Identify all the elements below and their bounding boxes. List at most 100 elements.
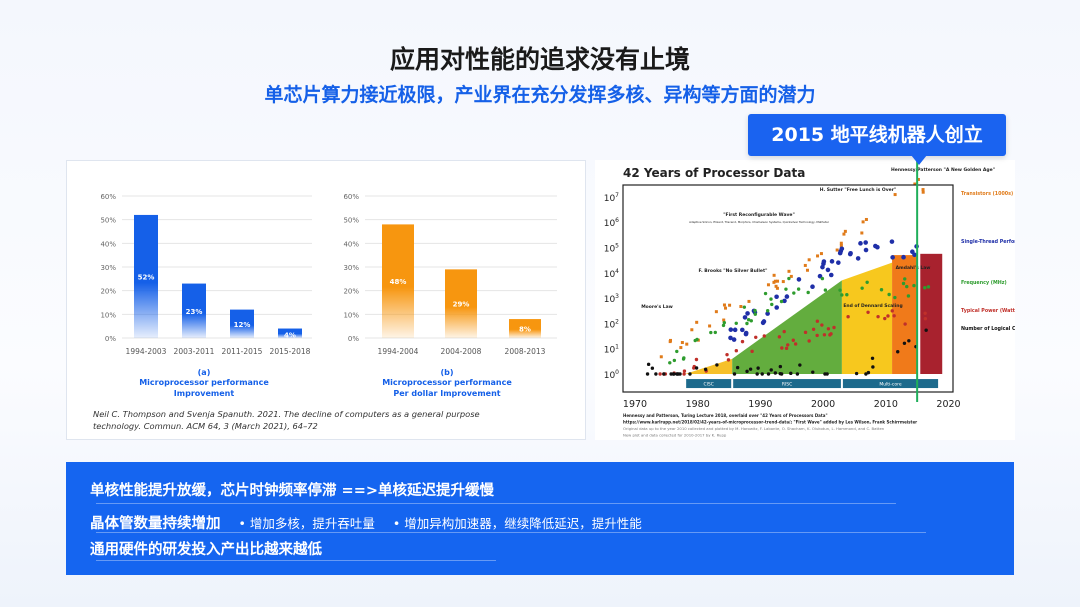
data-point [769, 368, 773, 372]
data-point [745, 321, 749, 326]
data-point [672, 372, 676, 376]
data-point [923, 285, 927, 290]
summary-row-2-text: 晶体管数量持续增加 [90, 516, 221, 532]
data-point [688, 372, 692, 376]
x-tick-label: 2011-2015 [222, 347, 263, 356]
callout-pointer [911, 155, 927, 165]
bar-data-label: 48% [390, 278, 407, 286]
data-point [692, 366, 696, 370]
data-point [816, 254, 820, 258]
citation-line1: Neil C. Thompson and Svenja Spanuth. 202… [93, 409, 480, 419]
caption-b-line1: Microprocessor performance [382, 378, 512, 387]
data-point [784, 294, 790, 299]
y-tick-label: 0% [348, 335, 359, 343]
data-point [682, 372, 686, 376]
bar [230, 309, 254, 338]
caption-b-label: (b) [440, 368, 453, 377]
data-point [903, 277, 907, 281]
data-point [843, 229, 847, 233]
data-point [846, 314, 850, 319]
data-point [753, 308, 757, 313]
data-point [811, 327, 816, 331]
data-point [654, 372, 658, 376]
data-point [789, 371, 793, 376]
data-point [743, 330, 749, 336]
data-point [675, 372, 680, 376]
founding-callout: 2015 地平线机器人创立 [748, 114, 1006, 156]
annotation: H. Sutter "Free Lunch is Over" [820, 187, 897, 193]
y-tick-label: 20% [343, 288, 359, 296]
data-point [748, 367, 753, 371]
data-point [924, 328, 928, 332]
data-point [777, 335, 782, 339]
data-point [682, 369, 687, 373]
annotation: Adaptive Silicon, Elixent, Triscend, Mor… [689, 220, 830, 224]
page-title: 应用对性能的追求没有止境 [389, 45, 690, 74]
data-point [901, 281, 906, 286]
data-point [739, 305, 743, 309]
data-point [782, 298, 787, 304]
data-point [728, 303, 732, 307]
data-point [772, 280, 776, 284]
bar-data-label: 8% [519, 326, 531, 334]
y-tick-label: 60% [100, 193, 116, 201]
summary-row-1: 单核性能提升放缓，芯片时钟频率停滞 ==>单核延迟提升缓慢 [90, 483, 494, 499]
x-tick-label: 1990 [748, 399, 772, 410]
data-point [892, 314, 896, 318]
summary-note-2: • 增加异构加速器，继续降低延迟，提升性能 [392, 516, 642, 531]
summary-row-3: 通用硬件的研发投入产出比越来越低 [90, 542, 322, 558]
data-point [779, 299, 784, 304]
data-point [916, 177, 920, 181]
annotation: F. Brooks "No Silver Bullet" [699, 268, 768, 274]
data-point [760, 320, 766, 326]
bar [509, 319, 541, 338]
data-point [742, 315, 748, 320]
era-bar [842, 379, 939, 389]
data-point [714, 310, 718, 314]
data-point [734, 321, 738, 325]
source-note: Hennessy and Patterson, Turing Lecture 2… [623, 413, 828, 418]
data-point [722, 320, 727, 325]
plot-frame [622, 184, 954, 393]
data-point [796, 287, 801, 291]
data-point [865, 280, 869, 284]
data-point [820, 276, 825, 281]
data-point [811, 370, 815, 374]
x-tick-label: 2020 [936, 399, 960, 410]
data-point [890, 309, 894, 313]
data-point [694, 357, 699, 362]
y-tick-label: 101 [604, 344, 619, 356]
data-point [724, 306, 728, 310]
data-point [879, 288, 884, 292]
bar-charts-panel: (a) Microprocessor performance Improveme… [66, 160, 586, 440]
data-point [855, 256, 861, 261]
y-tick-label: 102 [604, 318, 619, 330]
data-point [679, 346, 683, 350]
data-point [763, 291, 768, 296]
data-point [923, 316, 928, 321]
data-point [662, 372, 666, 376]
data-point [669, 372, 673, 376]
caption-a-line2: Improvement [174, 389, 235, 398]
region-dennard [841, 262, 893, 374]
source-note: New plot and data collected for 2010-201… [623, 433, 727, 438]
data-point [836, 260, 841, 265]
data-point [820, 323, 824, 327]
data-point [766, 372, 771, 376]
legend-entry: Single-Thread Performance (SpecINT x 10³… [961, 239, 1015, 245]
data-point [902, 341, 907, 345]
data-point [685, 342, 689, 346]
data-point [789, 274, 793, 278]
data-point [774, 294, 779, 300]
data-point [749, 319, 753, 323]
summary-band: 单核性能提升放缓，芯片时钟频率停滞 ==>单核延迟提升缓慢 晶体管数量持续增加 •… [66, 462, 1014, 575]
data-point [779, 372, 784, 376]
data-point [762, 334, 767, 338]
data-point [778, 364, 783, 369]
bar-data-label: 52% [138, 273, 155, 281]
source-note: Original data up to the year 2010 collec… [623, 426, 885, 431]
y-tick-label: 103 [604, 293, 619, 305]
data-point [770, 302, 774, 307]
bar-charts-svg: (a) Microprocessor performance Improveme… [93, 193, 557, 431]
data-point [765, 311, 770, 316]
